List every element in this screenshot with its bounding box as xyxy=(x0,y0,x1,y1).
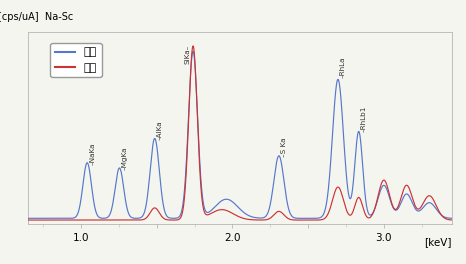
Text: –AlKa: –AlKa xyxy=(157,120,163,140)
Text: –RhLa: –RhLa xyxy=(340,56,346,78)
Text: [cps/uA]  Na-Sc: [cps/uA] Na-Sc xyxy=(0,12,74,22)
Text: –S Ka: –S Ka xyxy=(281,138,287,158)
Text: –MgKa: –MgKa xyxy=(122,147,128,170)
Text: [keV]: [keV] xyxy=(425,237,452,247)
Text: –RhLb1: –RhLb1 xyxy=(361,105,367,132)
Text: SiKa–: SiKa– xyxy=(185,45,191,64)
Legend: 真空, 大気: 真空, 大気 xyxy=(50,43,102,77)
Text: –NaKa: –NaKa xyxy=(89,142,96,165)
